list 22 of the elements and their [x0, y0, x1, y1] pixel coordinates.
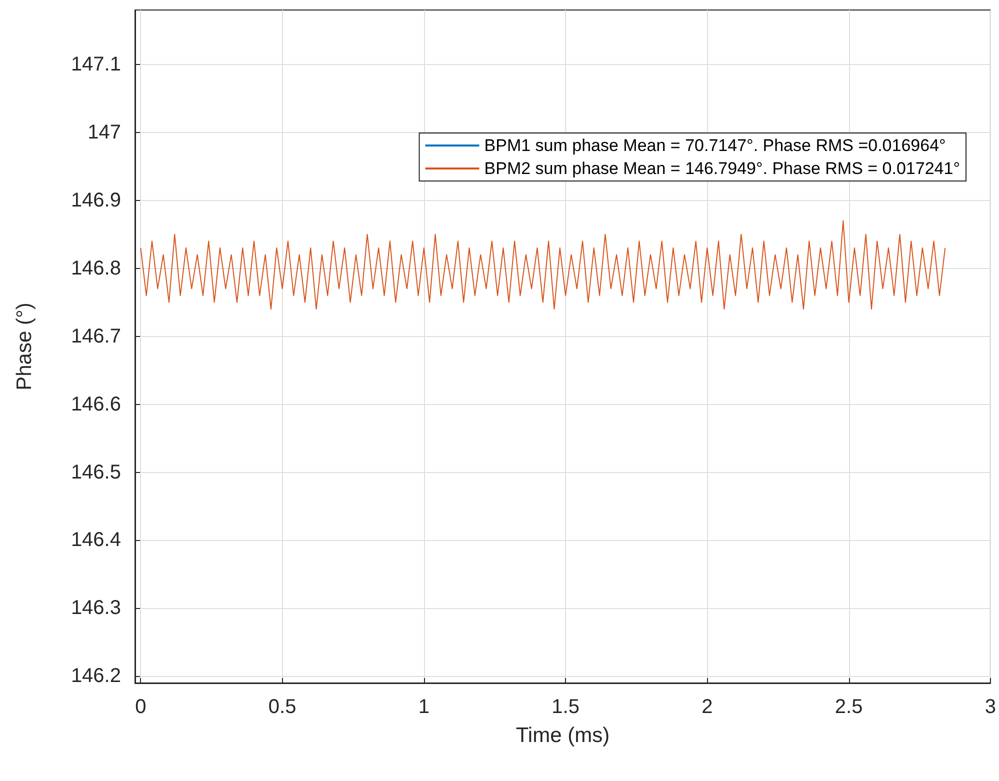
y-tick-label: 147.1	[70, 53, 121, 76]
x-tick-label: 1.5	[552, 696, 580, 718]
y-tick-label: 146.7	[70, 325, 121, 348]
x-tick-label: 0	[135, 696, 146, 718]
y-tick-label: 146.8	[70, 257, 121, 280]
x-tick-label: 2	[702, 696, 713, 718]
x-tick-label: 3	[984, 696, 996, 718]
x-tick-label: 2.5	[834, 696, 863, 718]
legend-label: BPM1 sum phase Mean = 70.7147°. Phase RMS =0.016964°	[484, 136, 946, 155]
x-tick-label: 0.5	[268, 696, 296, 718]
legend-label: BPM2 sum phase Mean = 146.7949°. Phase RMS = 0.017241°	[484, 159, 960, 178]
y-tick-label: 146.9	[70, 189, 121, 212]
y-axis-title: Phase (°)	[13, 302, 36, 390]
x-tick-label: 1	[418, 696, 430, 718]
y-tick-label: 146.5	[70, 461, 121, 484]
y-tick-label: 146.6	[70, 393, 121, 416]
y-tick-label: 146.4	[70, 529, 121, 552]
y-tick-label: 147	[88, 121, 121, 144]
y-tick-label: 146.2	[70, 665, 121, 688]
x-axis-title: Time (ms)	[516, 724, 610, 747]
y-tick-label: 146.3	[70, 597, 121, 620]
line-series	[140, 220, 946, 310]
